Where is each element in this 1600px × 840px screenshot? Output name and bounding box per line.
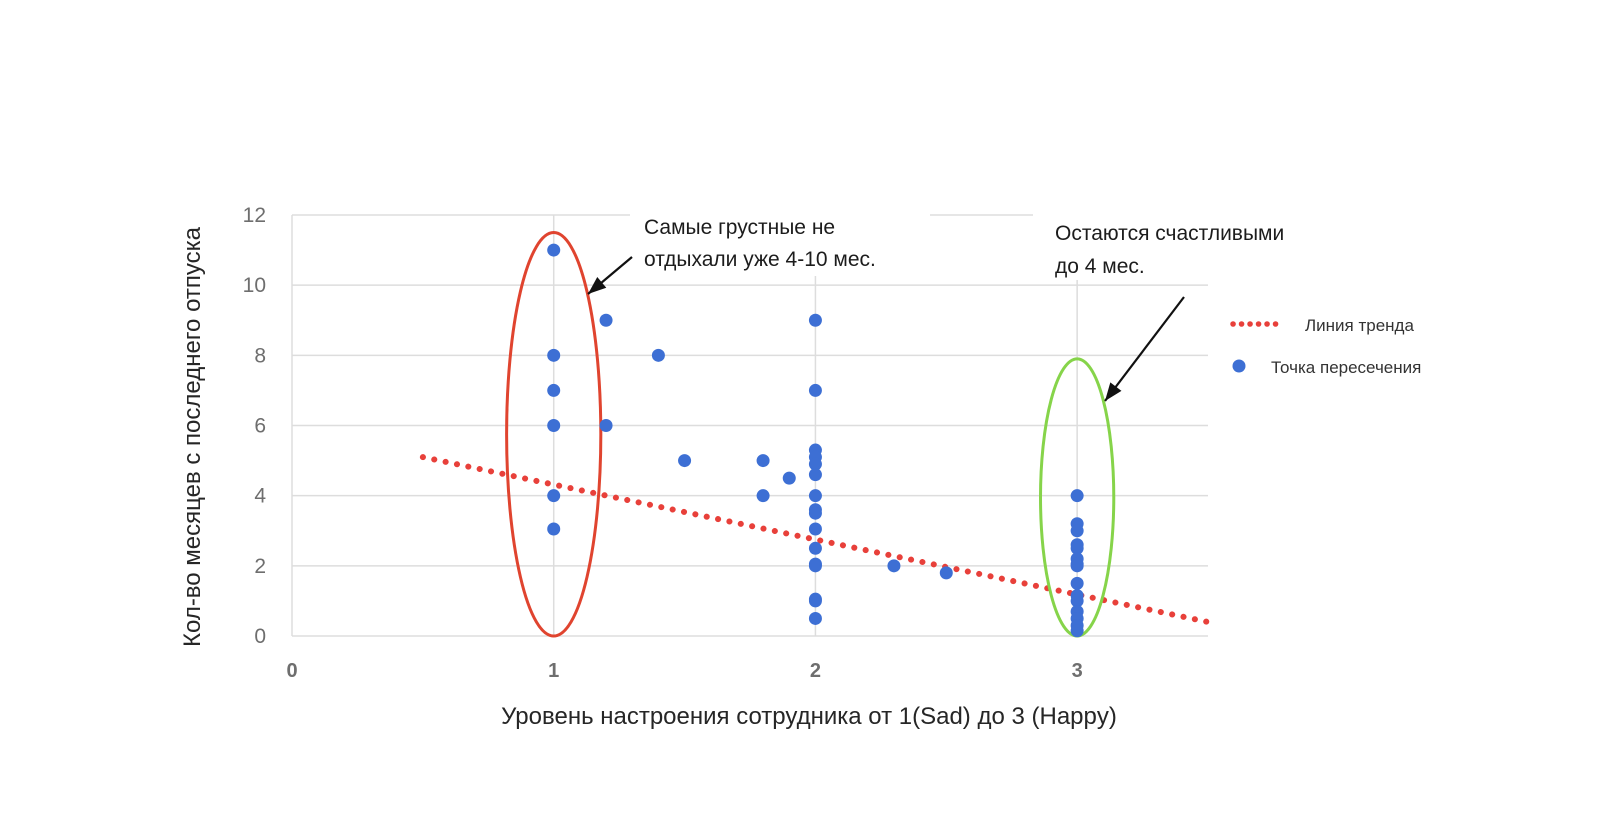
y-tick-label-0: 0 (254, 625, 266, 648)
annotation-happy-bg (1033, 212, 1295, 280)
data-point (1070, 541, 1084, 555)
data-points (547, 243, 1084, 638)
data-point (599, 313, 613, 327)
data-point (1070, 624, 1084, 638)
arrow-sad-head (588, 277, 607, 294)
data-point (547, 383, 561, 397)
legend-item-trend: Линия тренда (1230, 316, 1414, 335)
y-axis-title: Кол-во месяцев с последнего отпуска (179, 226, 206, 647)
annotation-happy-line-2: до 4 мес. (1055, 255, 1145, 278)
legend: Линия тренда Точка пересечения (1230, 316, 1421, 377)
grid-lines (291, 214, 1208, 637)
data-point (808, 457, 822, 471)
data-point (808, 611, 822, 625)
arrow-sad (587, 256, 633, 295)
y-tick-label-4: 4 (254, 485, 266, 508)
annotation-arrows (587, 256, 1185, 402)
data-point (547, 243, 561, 257)
data-point (1070, 559, 1084, 573)
data-point (1070, 524, 1084, 538)
arrow-happy-shaft (1104, 296, 1185, 402)
data-point (599, 419, 613, 432)
data-point (939, 566, 953, 580)
data-point (808, 313, 822, 327)
x-tick-label-2: 2 (810, 660, 821, 682)
data-point (547, 522, 561, 536)
annotation-sad-bg (630, 212, 930, 276)
data-point (547, 348, 561, 362)
y-tick-labels: 0 2 4 6 8 10 12 (243, 204, 267, 648)
data-point (1070, 594, 1084, 608)
data-point (808, 468, 822, 482)
data-point (808, 541, 822, 555)
y-tick-label-12: 12 (243, 204, 266, 227)
x-axis-title: Уровень настроения сотрудника от 1(Sad) … (501, 703, 1117, 730)
x-tick-labels: 0 1 2 3 (286, 660, 1082, 682)
data-point (651, 348, 665, 362)
data-point (1070, 489, 1084, 503)
data-point (756, 489, 770, 503)
y-tick-label-6: 6 (254, 415, 266, 438)
data-point (547, 489, 561, 503)
data-point (547, 419, 561, 432)
data-point (678, 454, 692, 468)
data-point (808, 383, 822, 397)
y-tick-label-8: 8 (254, 344, 266, 367)
legend-points-label: Точка пересечения (1271, 358, 1421, 377)
annotation-sad: Самые грустные не отдыхали уже 4-10 мес. (644, 216, 876, 271)
data-point (808, 559, 822, 573)
y-tick-label-2: 2 (254, 555, 266, 578)
arrow-happy (1104, 296, 1185, 402)
data-point (808, 594, 822, 608)
data-point (808, 522, 822, 536)
data-point (808, 506, 822, 520)
legend-item-points: Точка пересечения (1232, 358, 1421, 377)
annotation-happy-line-1: Остаются счастливыми (1055, 222, 1284, 245)
legend-point-swatch (1232, 359, 1246, 373)
legend-trend-label: Линия тренда (1305, 316, 1414, 335)
data-point (887, 559, 901, 573)
arrow-happy-head (1105, 382, 1122, 401)
data-point (782, 471, 796, 485)
annotation-sad-line-1: Самые грустные не (644, 216, 835, 239)
data-point (1070, 576, 1084, 590)
data-point (808, 489, 822, 503)
highlight-ellipses (505, 231, 1116, 638)
x-tick-label-3: 3 (1072, 660, 1083, 682)
annotation-happy: Остаются счастливыми до 4 мес. (1055, 222, 1284, 278)
x-tick-label-1: 1 (548, 660, 559, 682)
x-tick-label-0: 0 (286, 660, 297, 682)
y-tick-label-10: 10 (243, 274, 266, 297)
annotation-sad-line-2: отдыхали уже 4-10 мес. (644, 248, 876, 271)
data-point (756, 454, 770, 468)
highlight-ellipse-sad (505, 231, 603, 638)
